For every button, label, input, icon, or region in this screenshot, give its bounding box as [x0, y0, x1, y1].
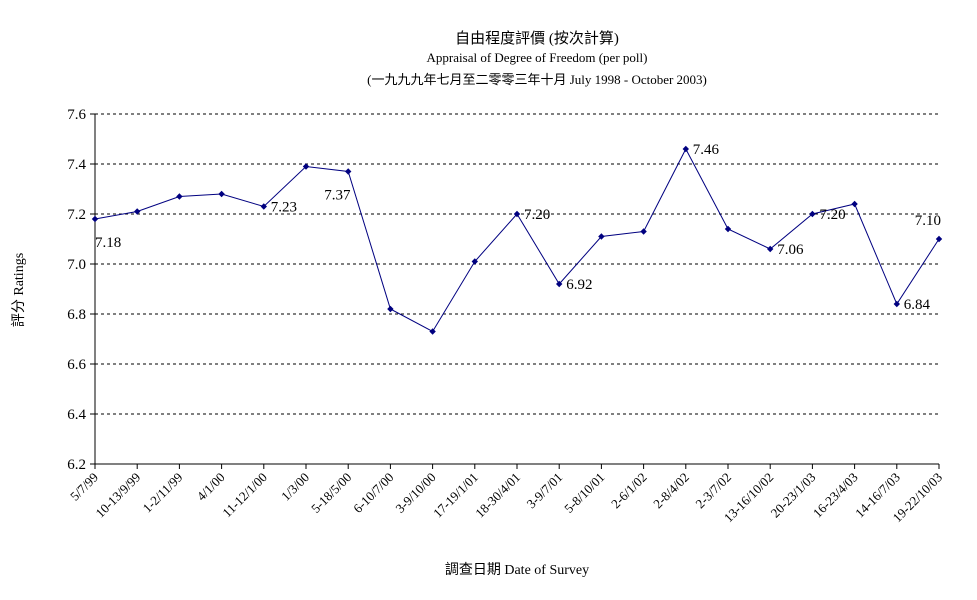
- data-point: [851, 200, 858, 208]
- data-point: [387, 305, 394, 313]
- x-tick-label: 5-8/10/01: [561, 470, 607, 516]
- data-point: [724, 225, 732, 233]
- x-tick-label: 6-10/7/00: [350, 470, 396, 516]
- x-tick-label: 5/7/99: [67, 470, 101, 504]
- x-tick-label: 1/3/00: [278, 470, 312, 504]
- y-tick-label: 6.2: [67, 457, 86, 473]
- y-tick-label: 7.6: [67, 107, 86, 123]
- data-label: 7.18: [95, 235, 121, 251]
- data-point: [935, 235, 943, 243]
- data-point: [302, 163, 310, 170]
- data-point: [682, 145, 689, 153]
- x-tick-label: 3-9/7/01: [524, 470, 566, 512]
- data-point: [345, 168, 352, 175]
- chart-subtitle-2: (一九九九年七月至二零零三年十月 July 1998 - October 200…: [367, 72, 707, 87]
- data-point: [556, 280, 563, 288]
- y-tick-label: 7.0: [67, 257, 86, 273]
- data-label: 7.06: [777, 242, 804, 258]
- data-label: 7.23: [271, 200, 297, 216]
- x-axis-label: 調查日期 Date of Survey: [445, 562, 589, 578]
- data-label: 7.37: [324, 188, 351, 204]
- data-label: 6.92: [566, 277, 592, 293]
- data-point: [176, 193, 183, 200]
- y-tick-label: 6.6: [67, 357, 86, 373]
- x-tick-label: 16-23/4/03: [810, 470, 861, 521]
- y-tick-label: 6.4: [67, 407, 86, 423]
- data-point: [598, 233, 605, 240]
- y-tick-label: 7.4: [67, 157, 86, 173]
- x-tick-label: 17-19/1/01: [430, 470, 481, 521]
- y-axis-ticks: 6.2 6.4 6.6 6.8 7.0 7.2 7.4 7.6: [67, 107, 95, 473]
- data-point: [809, 210, 816, 218]
- data-point: [260, 203, 267, 210]
- data-point: [134, 208, 141, 215]
- x-tick-label: 20-23/1/03: [768, 470, 819, 521]
- y-axis-label: 評分 Ratings: [11, 253, 27, 327]
- data-point: [218, 190, 225, 198]
- data-point: [767, 245, 774, 253]
- gridlines: [95, 113, 939, 415]
- x-tick-label: 18-30/4/01: [472, 470, 523, 521]
- data-label: 6.84: [904, 297, 931, 313]
- x-tick-label: 10-13/9/99: [92, 470, 143, 521]
- data-point: [429, 328, 436, 335]
- x-tick-label: 1-2/11/99: [140, 470, 186, 516]
- chart-subtitle: Appraisal of Degree of Freedom (per poll…: [427, 50, 648, 65]
- y-tick-label: 7.2: [67, 207, 86, 223]
- data-point: [91, 215, 99, 223]
- data-point: [893, 300, 900, 308]
- data-label: 7.20: [524, 207, 550, 223]
- data-label: 7.46: [693, 142, 720, 158]
- data-point: [640, 228, 647, 235]
- chart-title: 自由程度評價 (按次計算): [455, 29, 619, 47]
- x-tick-label: 2-6/1/02: [608, 470, 650, 512]
- y-tick-label: 6.8: [67, 307, 86, 323]
- x-tick-label: 2-3/7/02: [692, 470, 734, 512]
- data-label: 7.20: [819, 207, 845, 223]
- x-tick-label: 2-8/4/02: [650, 470, 692, 512]
- axes: [94, 114, 939, 465]
- data-point: [513, 210, 521, 218]
- x-tick-label: 4/1/00: [194, 470, 228, 504]
- data-labels: 7.18 7.23 7.37 7.20 6.92 7.46 7.06 7.20 6.84 7.10: [95, 142, 941, 313]
- series-ratings: [91, 145, 943, 335]
- data-label: 7.10: [915, 213, 941, 229]
- data-point: [471, 258, 478, 265]
- series-line: [94, 147, 940, 333]
- x-tick-label: 5-18/5/00: [308, 470, 354, 516]
- x-tick-label: 11-12/1/00: [219, 470, 270, 521]
